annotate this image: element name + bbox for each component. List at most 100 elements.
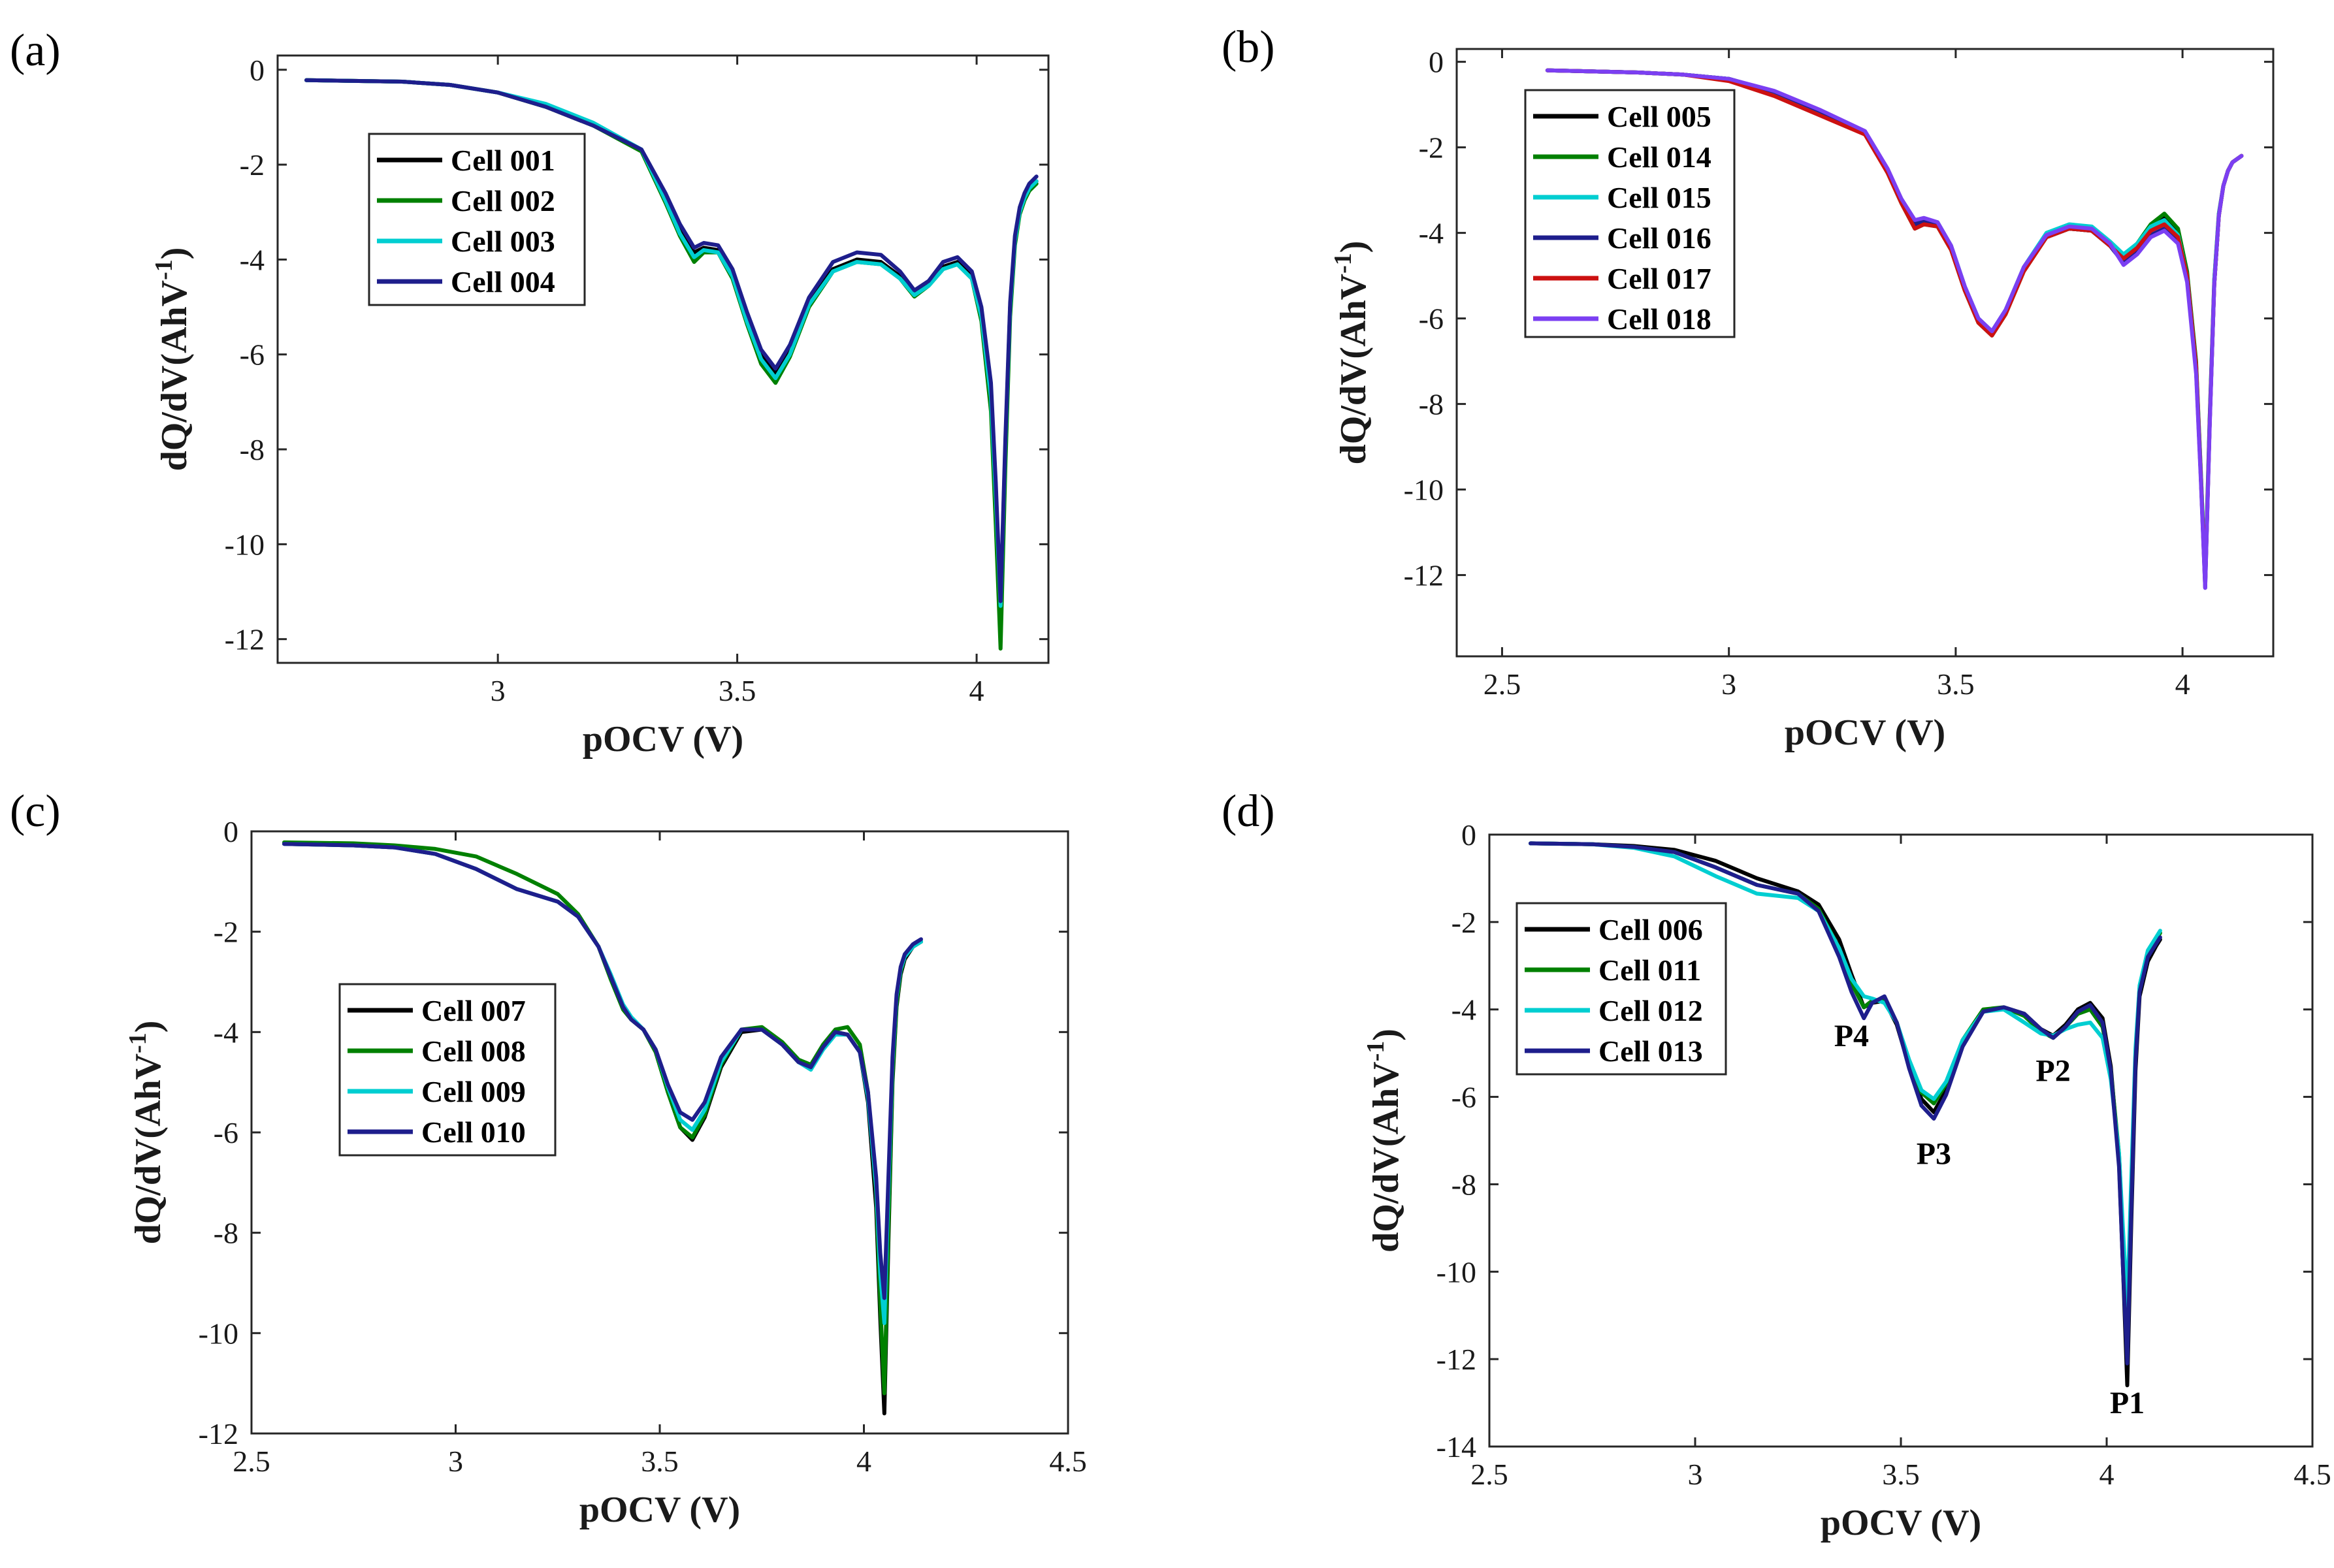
y-tick-label: -8 xyxy=(1419,388,1444,421)
y-tick-label: -14 xyxy=(1436,1430,1476,1464)
y-tick-label: -8 xyxy=(240,433,265,466)
y-tick-label: -4 xyxy=(240,243,265,276)
y-tick-label: 0 xyxy=(1429,46,1444,79)
legend: Cell 005 Cell 014 Cell 015 Cell 016 Cell 017… xyxy=(1524,89,1736,338)
legend-entry-label: Cell 011 xyxy=(1598,953,1701,987)
panel-label: (b) xyxy=(1222,22,1275,72)
series-line-cell-013 xyxy=(1529,841,2162,1366)
panel-1: (a) 3 3.5 4 0 -2 -4 -6 -8 -10 -12 pOCV (V) dQ/dV(AhV… xyxy=(10,25,1050,760)
y-axis-label-close: ) xyxy=(1333,241,1374,253)
x-tick-label: 3 xyxy=(1688,1458,1703,1491)
legend-entry-label: Cell 004 xyxy=(451,265,555,298)
y-tick-label: 0 xyxy=(1461,818,1476,852)
legend-entry-label: Cell 010 xyxy=(421,1115,526,1149)
legend-box xyxy=(1524,89,1736,338)
legend: Cell 001 Cell 002 Cell 003 Cell 004 xyxy=(368,133,586,306)
legend-box xyxy=(338,983,557,1157)
legend-entry-label: Cell 013 xyxy=(1598,1034,1703,1068)
panel-label: (d) xyxy=(1222,786,1275,837)
y-axis-label: dQ/dV(AhV-1) xyxy=(150,248,195,472)
axes-frame xyxy=(1455,48,2275,658)
y-tick-label: -2 xyxy=(1451,906,1476,939)
y-axis-label-superscript: -1 xyxy=(1362,1041,1389,1062)
y-tick-label: -10 xyxy=(1404,473,1444,507)
legend-entry-label: Cell 014 xyxy=(1607,140,1711,174)
legend: Cell 006 Cell 011 Cell 012 Cell 013 xyxy=(1515,902,1727,1076)
legend-entry-label: Cell 009 xyxy=(421,1075,526,1108)
y-tick-label: -2 xyxy=(240,148,265,182)
legend-entry-label: Cell 003 xyxy=(451,225,555,258)
x-axis-label: pOCV (V) xyxy=(579,1490,740,1530)
legend-entry-label: Cell 006 xyxy=(1598,913,1703,946)
y-axis-label-main: dQ/dV(AhV xyxy=(128,1053,169,1245)
y-tick-label: -6 xyxy=(1451,1081,1476,1114)
axes-frame xyxy=(276,54,1050,664)
x-tick-label: 4 xyxy=(856,1445,871,1478)
y-tick-label: -12 xyxy=(199,1417,238,1450)
x-tick-label: 4.5 xyxy=(2293,1458,2331,1491)
y-axis-label: dQ/dV(AhV-1) xyxy=(1329,241,1374,465)
peak-annotation: P2 xyxy=(2035,1053,2070,1088)
peak-annotation: P1 xyxy=(2110,1386,2145,1420)
x-tick-label: 2.5 xyxy=(233,1445,270,1478)
panel-3: (c) 2.5 3 3.5 4 4.5 0 -2 -4 -6 -8 -10 -12 pOCV (V) dQ/… xyxy=(10,786,1087,1530)
series-line-cell-010 xyxy=(282,842,923,1300)
y-axis-label-close: ) xyxy=(1366,1029,1406,1041)
y-tick-label: -10 xyxy=(225,528,265,561)
x-axis-label: pOCV (V) xyxy=(1821,1503,1981,1543)
y-tick-label: -4 xyxy=(214,1016,238,1049)
legend-entry-label: Cell 007 xyxy=(421,994,526,1027)
y-tick-label: 0 xyxy=(223,815,238,848)
y-tick-label: -8 xyxy=(214,1217,238,1250)
x-tick-label: 4 xyxy=(2175,667,2190,701)
y-axis-label-main: dQ/dV(AhV xyxy=(1366,1061,1406,1253)
y-axis-label-superscript: -1 xyxy=(150,259,178,280)
y-axis-label-close: ) xyxy=(128,1021,169,1033)
x-axis-label: pOCV (V) xyxy=(1785,712,1945,753)
y-axis-label-main: dQ/dV(AhV xyxy=(1333,274,1374,465)
y-axis-label-close: ) xyxy=(154,248,195,260)
y-tick-label: -8 xyxy=(1451,1168,1476,1201)
x-tick-label: 4.5 xyxy=(1049,1445,1087,1478)
panel-4: (d) 2.5 3 3.5 4 4.5 0 -2 -4 -6 -8 -10 -12 -14 pOCV (V)… xyxy=(1222,786,2331,1543)
x-tick-label: 2.5 xyxy=(1470,1458,1508,1491)
legend-entry-label: Cell 005 xyxy=(1607,100,1711,133)
peak-annotation: P3 xyxy=(1917,1137,1951,1172)
legend-entry-label: Cell 012 xyxy=(1598,994,1703,1027)
series-group xyxy=(304,78,1039,651)
y-tick-label: -12 xyxy=(225,623,265,656)
y-tick-label: -6 xyxy=(1419,302,1444,336)
legend-entry-label: Cell 018 xyxy=(1607,302,1711,336)
y-tick-label: -10 xyxy=(199,1317,238,1350)
y-axis-label: dQ/dV(AhV-1) xyxy=(124,1021,169,1245)
y-axis-label: dQ/dV(AhV-1) xyxy=(1362,1029,1406,1253)
x-tick-label: 4 xyxy=(2099,1458,2115,1491)
y-tick-label: -4 xyxy=(1451,993,1476,1027)
x-tick-label: 4 xyxy=(969,674,984,707)
panel-label: (a) xyxy=(10,25,61,76)
legend: Cell 007 Cell 008 Cell 009 Cell 010 xyxy=(338,983,557,1157)
legend-entry-label: Cell 008 xyxy=(421,1034,526,1068)
legend-entry-label: Cell 001 xyxy=(451,144,555,177)
x-tick-label: 3.5 xyxy=(719,674,756,707)
y-tick-label: 0 xyxy=(250,54,265,87)
y-tick-label: -12 xyxy=(1404,559,1444,592)
series-line-cell-004 xyxy=(304,78,1039,603)
panel-label: (c) xyxy=(10,786,61,837)
y-tick-label: -6 xyxy=(240,338,265,372)
legend-entry-label: Cell 002 xyxy=(451,184,555,217)
series-group xyxy=(1545,68,2244,590)
legend-entry-label: Cell 016 xyxy=(1607,221,1711,255)
legend-box xyxy=(368,133,586,306)
y-axis-label-superscript: -1 xyxy=(1329,253,1357,274)
x-tick-label: 3.5 xyxy=(641,1445,679,1478)
x-tick-label: 2.5 xyxy=(1483,667,1521,701)
panel-2: (b) 2.5 3 3.5 4 0 -2 -4 -6 -8 -10 -12 pOCV (V) dQ/dV(… xyxy=(1222,22,2275,753)
x-tick-label: 3 xyxy=(491,674,506,707)
y-axis-label-main: dQ/dV(AhV xyxy=(154,280,195,472)
x-axis-label: pOCV (V) xyxy=(583,719,743,760)
y-tick-label: -10 xyxy=(1436,1255,1476,1288)
y-tick-label: -2 xyxy=(1419,131,1444,165)
y-tick-label: -12 xyxy=(1436,1343,1476,1376)
